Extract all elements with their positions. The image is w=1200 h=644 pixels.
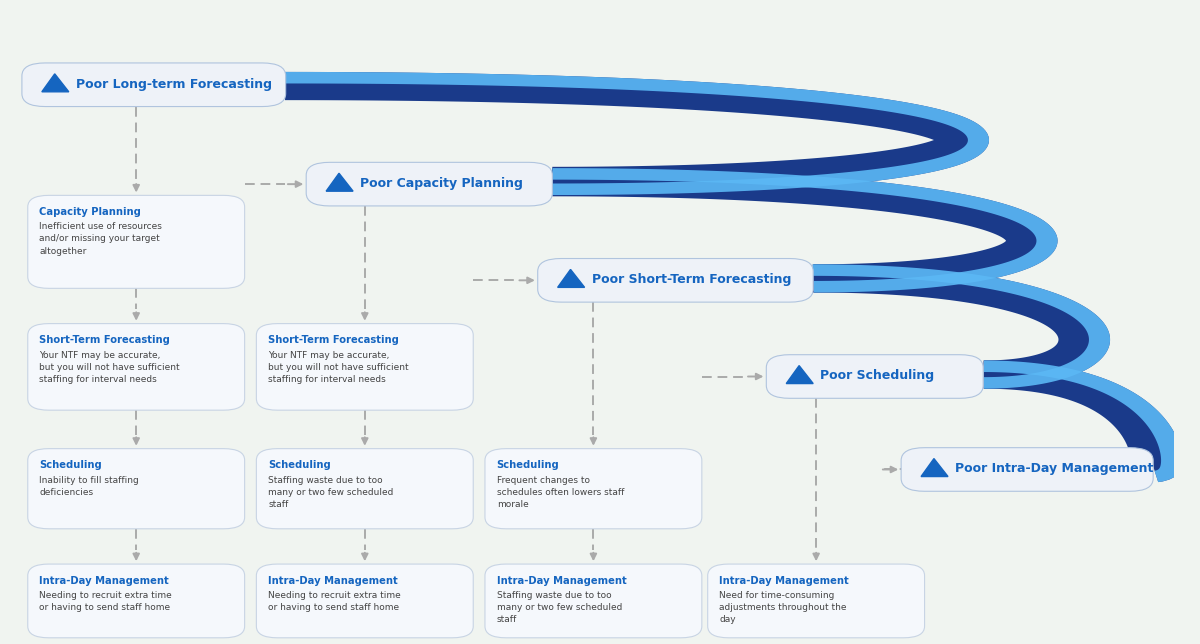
FancyBboxPatch shape [28, 323, 245, 410]
Text: Scheduling: Scheduling [497, 460, 559, 470]
Polygon shape [812, 264, 1110, 389]
Text: Poor Scheduling: Poor Scheduling [821, 370, 935, 383]
FancyBboxPatch shape [257, 323, 473, 410]
FancyBboxPatch shape [901, 448, 1153, 491]
Text: Needing to recruit extra time
or having to send staff home: Needing to recruit extra time or having … [40, 591, 173, 612]
Text: Needing to recruit extra time
or having to send staff home: Needing to recruit extra time or having … [268, 591, 401, 612]
Text: Poor Short-Term Forecasting: Poor Short-Term Forecasting [592, 273, 791, 286]
Polygon shape [286, 72, 989, 195]
Text: Poor Long-term Forecasting: Poor Long-term Forecasting [76, 78, 272, 91]
Text: Capacity Planning: Capacity Planning [40, 207, 142, 217]
Text: Scheduling: Scheduling [268, 460, 331, 470]
FancyBboxPatch shape [485, 564, 702, 638]
FancyBboxPatch shape [28, 564, 245, 638]
Text: Staffing waste due to too
many or two few scheduled
staff: Staffing waste due to too many or two fe… [268, 475, 394, 509]
Polygon shape [558, 269, 584, 287]
Polygon shape [984, 361, 1182, 482]
Polygon shape [984, 361, 1182, 482]
Polygon shape [786, 366, 814, 384]
FancyBboxPatch shape [28, 449, 245, 529]
Polygon shape [552, 168, 1057, 292]
Text: Short-Term Forecasting: Short-Term Forecasting [268, 335, 398, 345]
Text: Intra-Day Management: Intra-Day Management [40, 576, 169, 585]
Text: Intra-Day Management: Intra-Day Management [268, 576, 398, 585]
Polygon shape [286, 72, 989, 195]
FancyBboxPatch shape [708, 564, 924, 638]
Text: Poor Intra-Day Management: Poor Intra-Day Management [955, 462, 1153, 475]
Text: Inability to fill staffing
deficiencies: Inability to fill staffing deficiencies [40, 475, 139, 497]
Text: Frequent changes to
schedules often lowers staff
morale: Frequent changes to schedules often lowe… [497, 475, 624, 509]
Polygon shape [552, 168, 1057, 292]
Text: Inefficient use of resources
and/or missing your target
altogether: Inefficient use of resources and/or miss… [40, 222, 162, 256]
FancyBboxPatch shape [28, 195, 245, 289]
Text: Poor Capacity Planning: Poor Capacity Planning [360, 177, 523, 190]
Text: Short-Term Forecasting: Short-Term Forecasting [40, 335, 170, 345]
FancyBboxPatch shape [767, 355, 983, 398]
Text: Intra-Day Management: Intra-Day Management [497, 576, 626, 585]
Text: Intra-Day Management: Intra-Day Management [720, 576, 850, 585]
FancyBboxPatch shape [257, 564, 473, 638]
FancyBboxPatch shape [257, 449, 473, 529]
FancyBboxPatch shape [22, 63, 286, 106]
FancyBboxPatch shape [306, 162, 552, 206]
Text: Scheduling: Scheduling [40, 460, 102, 470]
FancyBboxPatch shape [485, 449, 702, 529]
FancyBboxPatch shape [538, 258, 814, 302]
Polygon shape [812, 264, 1110, 389]
Text: Your NTF may be accurate,
but you will not have sufficient
staffing for interval: Your NTF may be accurate, but you will n… [268, 350, 409, 384]
Polygon shape [922, 459, 948, 477]
Text: Staffing waste due to too
many or two few scheduled
staff: Staffing waste due to too many or two fe… [497, 591, 622, 624]
Polygon shape [42, 74, 68, 92]
Polygon shape [326, 173, 353, 191]
Text: Your NTF may be accurate,
but you will not have sufficient
staffing for interval: Your NTF may be accurate, but you will n… [40, 350, 180, 384]
Text: Need for time-consuming
adjustments throughout the
day: Need for time-consuming adjustments thro… [720, 591, 847, 624]
